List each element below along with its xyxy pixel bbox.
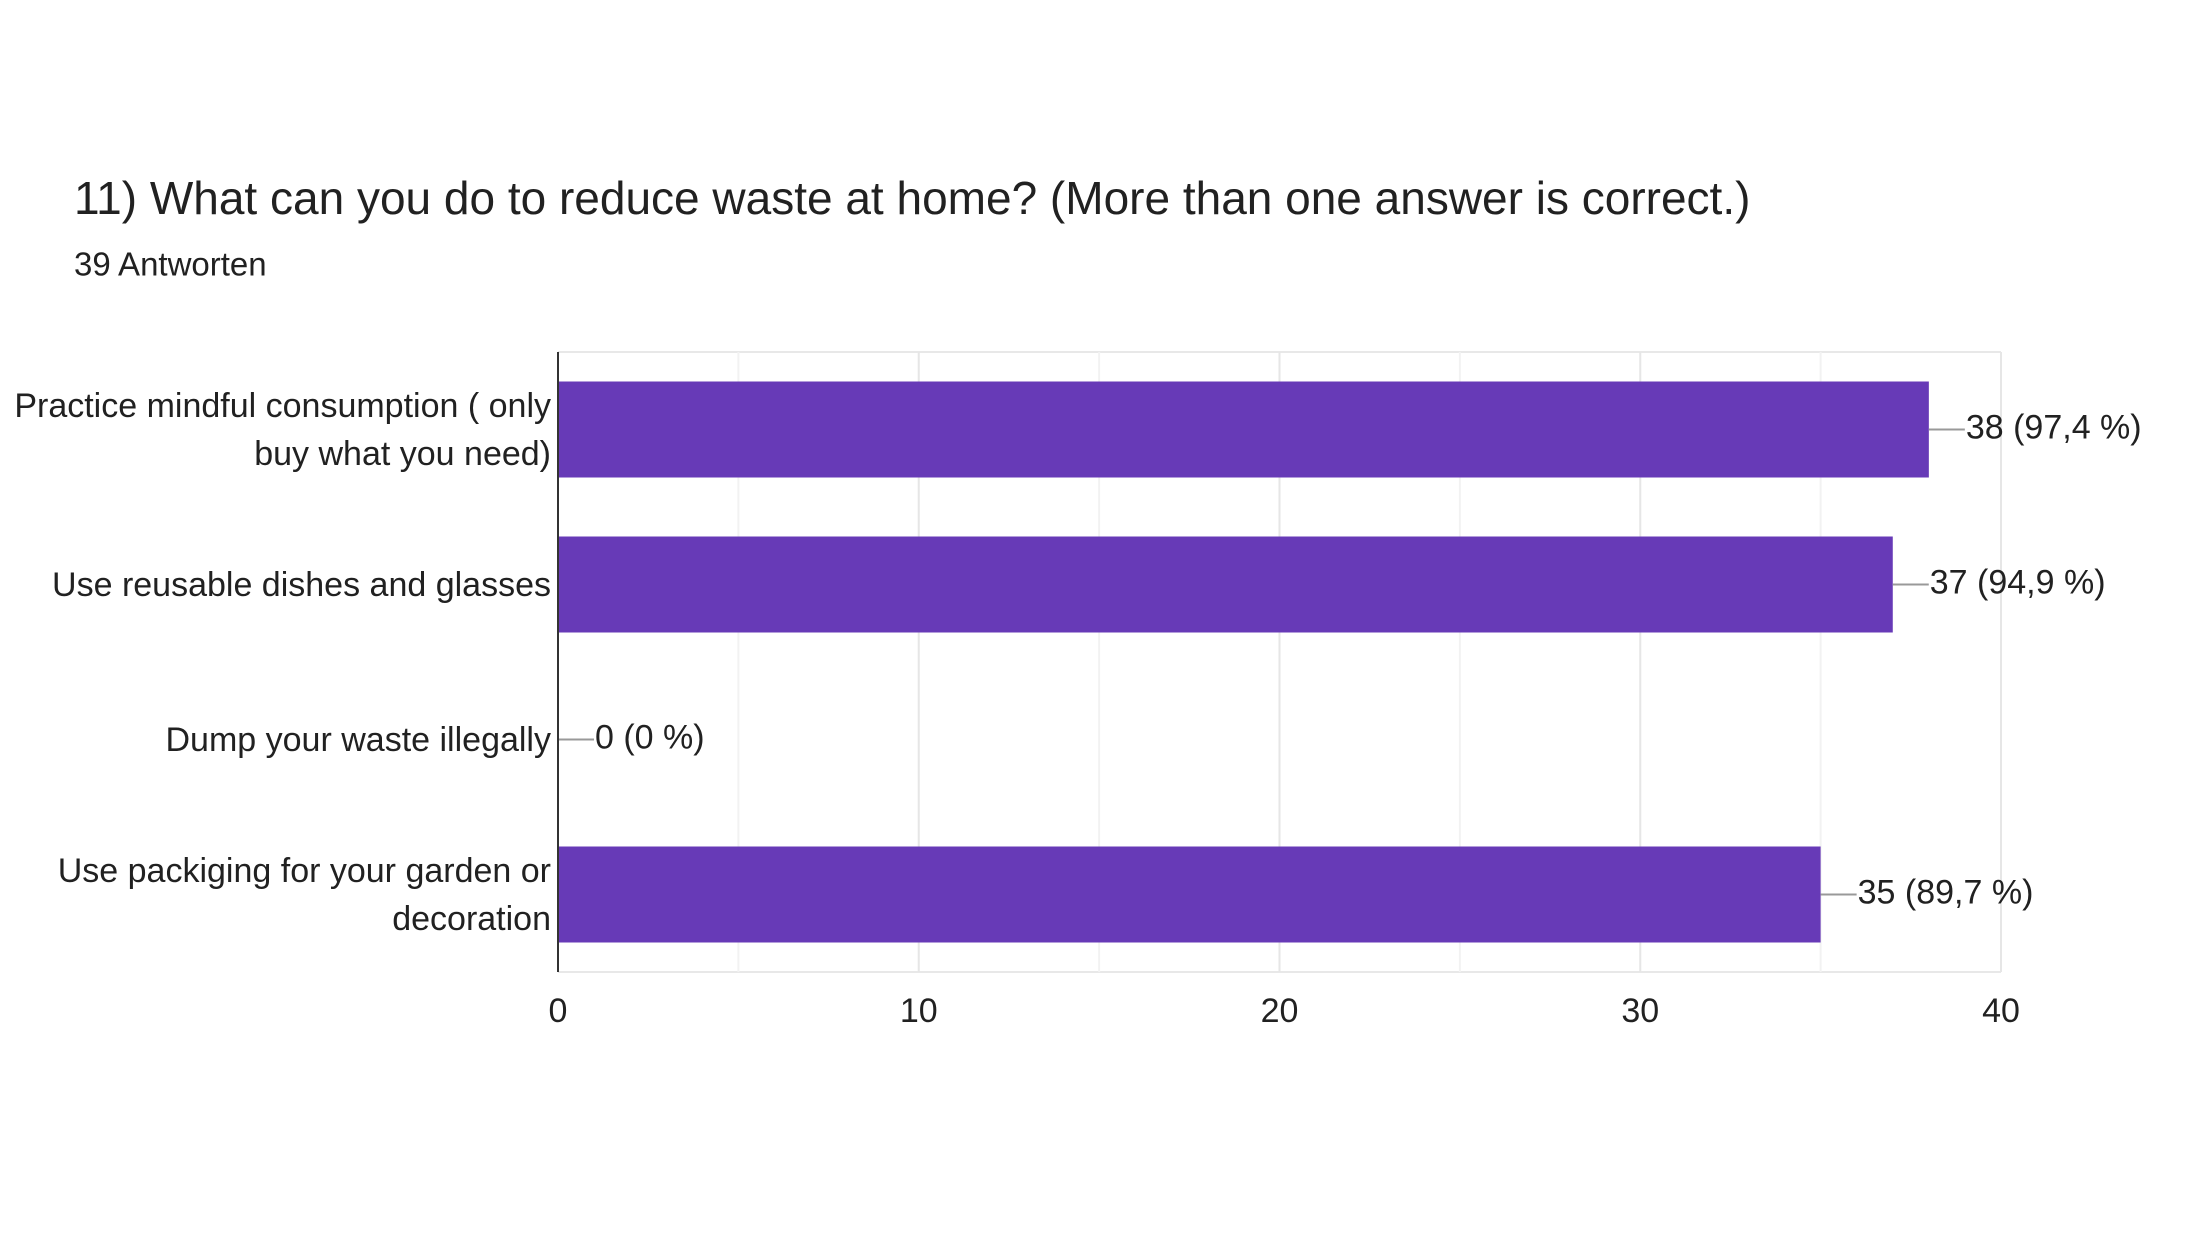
- value-label: 0 (0 %): [595, 718, 705, 756]
- y-tick-label: Practice mindful consumption ( only buy …: [14, 386, 551, 473]
- bar: [558, 846, 1821, 943]
- chart-title: 11) What can you do to reduce waste at h…: [74, 172, 1750, 224]
- bar: [558, 536, 1893, 633]
- x-tick-label: 30: [1621, 992, 1659, 1030]
- value-label: 38 (97,4 %): [1966, 408, 2142, 446]
- x-tick-label: 0: [549, 992, 568, 1030]
- x-tick-label: 10: [900, 992, 938, 1030]
- chart-subtitle: 39 Antworten: [74, 246, 267, 283]
- y-tick-label: Dump your waste illegally: [165, 720, 552, 759]
- value-label: 35 (89,7 %): [1858, 873, 2034, 911]
- y-tick-label: Use packiging for your garden or decorat…: [57, 851, 551, 938]
- x-tick-label: 20: [1261, 992, 1299, 1030]
- bar: [558, 381, 1929, 478]
- x-tick-label: 40: [1982, 992, 2020, 1030]
- y-tick-label: Use reusable dishes and glasses: [52, 565, 551, 604]
- value-label: 37 (94,9 %): [1930, 563, 2106, 601]
